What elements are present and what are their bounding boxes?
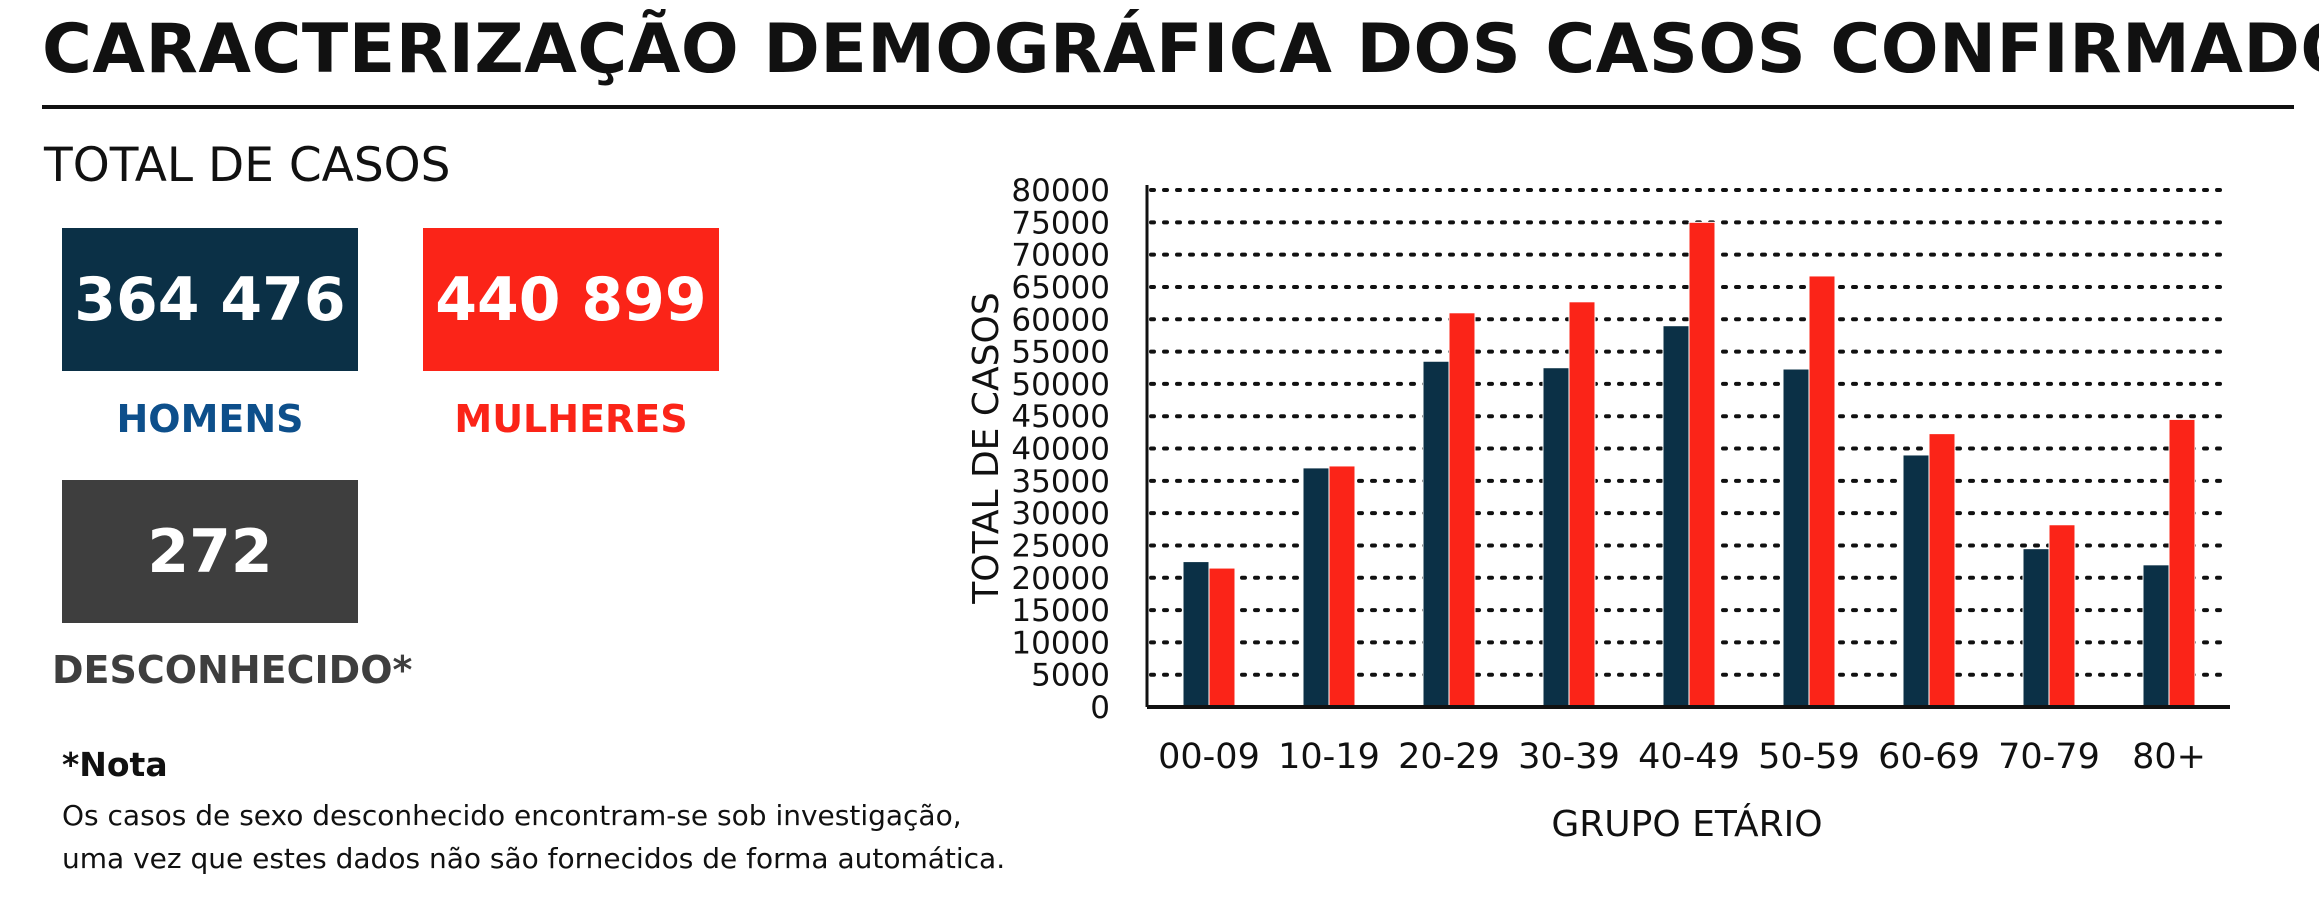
bar-80+-s0: [2142, 564, 2170, 708]
women-label: MULHERES: [454, 397, 688, 441]
x-tick-label: 40-49: [1638, 737, 1740, 777]
x-tick-label: 00-09: [1158, 737, 1260, 777]
note-text: Os casos de sexo desconhecido encontram-…: [62, 794, 1022, 880]
women-total-value: 440 899: [435, 264, 707, 335]
note-title: *Nota: [62, 745, 168, 784]
y-tick-label: 25000: [1011, 528, 1110, 564]
x-axis-title: GRUPO ETÁRIO: [1551, 803, 1822, 845]
y-tick-label: 30000: [1011, 496, 1110, 532]
title-divider: [42, 105, 2294, 109]
bar-80+-s1: [2168, 418, 2196, 708]
x-tick-label: 70-79: [1998, 737, 2100, 777]
y-tick-label: 65000: [1011, 270, 1110, 306]
men-total-box: 364 476: [62, 228, 358, 371]
bar-30-39-s1: [1568, 301, 1596, 708]
bar-60-69-s0: [1902, 454, 1930, 708]
note-line-1: Os casos de sexo desconhecido encontram-…: [62, 799, 962, 832]
y-tick-label: 35000: [1011, 464, 1110, 500]
y-tick-label: 10000: [1011, 625, 1110, 661]
bar-40-49-s0: [1662, 325, 1690, 708]
unknown-total-value: 272: [147, 516, 273, 587]
y-tick-label: 45000: [1011, 399, 1110, 435]
y-tick-label: 0: [1090, 690, 1110, 726]
note-line-2: uma vez que estes dados não são fornecid…: [62, 842, 1006, 875]
x-tick-label: 60-69: [1878, 737, 1980, 777]
y-tick-label: 40000: [1011, 432, 1110, 468]
bar-30-39-s0: [1542, 367, 1570, 708]
bar-50-59-s0: [1782, 368, 1810, 708]
bar-70-79-s0: [2022, 548, 2050, 708]
x-tick-label: 80+: [2132, 737, 2206, 777]
y-tick-label: 5000: [1031, 658, 1110, 694]
x-tick-label: 30-39: [1518, 737, 1620, 777]
y-tick-label: 15000: [1011, 593, 1110, 629]
y-tick-label: 55000: [1011, 335, 1110, 371]
bar-70-79-s1: [2048, 524, 2076, 708]
y-tick-label: 20000: [1011, 561, 1110, 597]
page-title: CARACTERIZAÇÃO DEMOGRÁFICA DOS CASOS CON…: [42, 10, 2319, 89]
men-label: HOMENS: [116, 397, 304, 441]
bar-10-19-s1: [1328, 465, 1356, 708]
y-tick-label: 75000: [1011, 205, 1110, 241]
x-tick-label: 10-19: [1278, 737, 1380, 777]
women-total-box: 440 899: [423, 228, 719, 371]
y-tick-label: 50000: [1011, 367, 1110, 403]
x-tick-label: 50-59: [1758, 737, 1860, 777]
y-tick-label: 60000: [1011, 302, 1110, 338]
men-total-value: 364 476: [74, 264, 346, 335]
bar-40-49-s1: [1688, 221, 1716, 708]
bar-20-29-s0: [1422, 360, 1450, 708]
x-tick-label: 20-29: [1398, 737, 1500, 777]
bar-20-29-s1: [1448, 312, 1476, 708]
unknown-label: DESCONHECIDO*: [52, 648, 413, 692]
y-tick-label: 70000: [1011, 238, 1110, 274]
y-axis-title: TOTAL DE CASOS: [966, 292, 1007, 604]
unknown-total-box: 272: [62, 480, 358, 623]
bar-50-59-s1: [1808, 275, 1836, 708]
bar-60-69-s1: [1928, 433, 1956, 708]
bar-10-19-s0: [1302, 467, 1330, 708]
bar-00-09-s0: [1182, 561, 1210, 708]
bar-00-09-s1: [1208, 567, 1236, 708]
y-tick-label: 80000: [1011, 173, 1110, 209]
total-cases-label: TOTAL DE CASOS: [44, 138, 451, 193]
age-group-bar-chart: 0500010000150002000025000300003500040000…: [966, 173, 2230, 845]
